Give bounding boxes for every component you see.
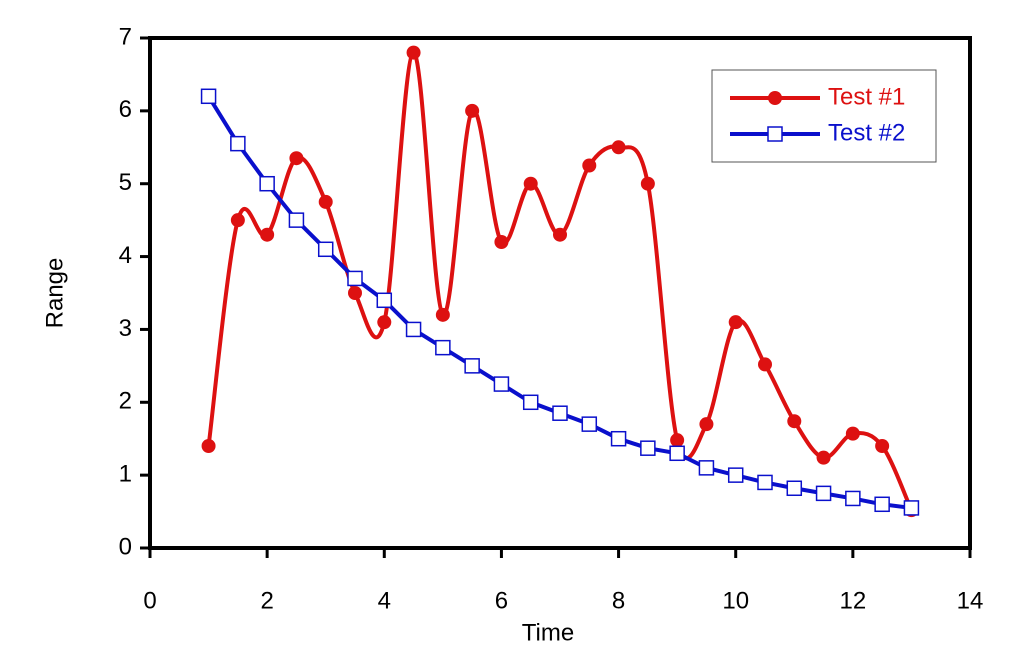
x-tick-label: 8: [612, 587, 625, 614]
point: [640, 440, 656, 456]
x-tick-label: 4: [378, 587, 391, 614]
point: [347, 270, 363, 287]
point: [405, 321, 422, 338]
y-tick-label: 1: [119, 460, 132, 487]
legend-box: [711, 69, 937, 163]
point: [787, 414, 802, 429]
point: [435, 339, 451, 356]
point: [348, 286, 362, 300]
point: [610, 430, 627, 447]
point: [875, 439, 890, 453]
y-tick-label: 6: [119, 96, 132, 123]
point: [200, 88, 217, 105]
point: [464, 358, 480, 374]
point: [435, 307, 450, 322]
point: [522, 394, 539, 411]
point: [670, 433, 685, 448]
point: [465, 103, 480, 118]
point: [493, 376, 510, 392]
x-tick-label: 0: [143, 587, 156, 614]
point: [845, 426, 860, 441]
point: [288, 212, 305, 228]
x-tick-label: 2: [260, 587, 273, 614]
legend: Test #1 Test #2: [711, 69, 937, 163]
point: [903, 500, 920, 516]
point: [758, 357, 772, 372]
legend-label: Test #2: [828, 119, 905, 146]
point: [582, 158, 597, 173]
point: [786, 480, 803, 497]
y-tick-label: 5: [119, 169, 132, 196]
point: [289, 151, 304, 166]
y-tick-label: 4: [119, 242, 132, 269]
point: [727, 467, 744, 483]
point: [230, 213, 245, 228]
point: [845, 490, 861, 507]
point: [376, 292, 393, 309]
point: [728, 315, 743, 330]
point: [201, 439, 216, 453]
point: [523, 176, 538, 191]
y-tick-label: 7: [119, 23, 132, 50]
x-tick-label: 10: [722, 587, 749, 614]
legend-marker: [767, 126, 783, 142]
y-tick-label: 3: [119, 315, 132, 342]
point: [259, 175, 275, 192]
point: [317, 241, 334, 258]
y-tick-label: 2: [119, 388, 132, 415]
point: [494, 235, 509, 249]
point: [406, 45, 421, 60]
x-tick-label: 6: [495, 587, 508, 614]
point: [874, 496, 890, 513]
x-tick-label: 14: [957, 587, 984, 614]
point: [816, 450, 831, 465]
y-tick-label: 0: [119, 533, 132, 560]
point: [553, 227, 567, 242]
point: [669, 445, 685, 462]
point: [377, 315, 392, 330]
point: [815, 485, 832, 502]
legend-label: Test #1: [828, 83, 905, 110]
x-tick-label: 12: [840, 587, 867, 614]
point: [260, 227, 275, 242]
point: [640, 176, 655, 191]
point: [611, 140, 626, 155]
point: [318, 194, 333, 209]
y-axis-label: Range: [41, 258, 68, 329]
point: [757, 474, 773, 491]
point: [699, 417, 714, 432]
legend-marker: [768, 91, 782, 105]
point: [552, 405, 568, 421]
x-axis-label: Time: [522, 619, 574, 646]
plot-frame: [148, 36, 972, 550]
point: [581, 416, 598, 432]
point: [230, 135, 246, 152]
point: [698, 460, 715, 476]
